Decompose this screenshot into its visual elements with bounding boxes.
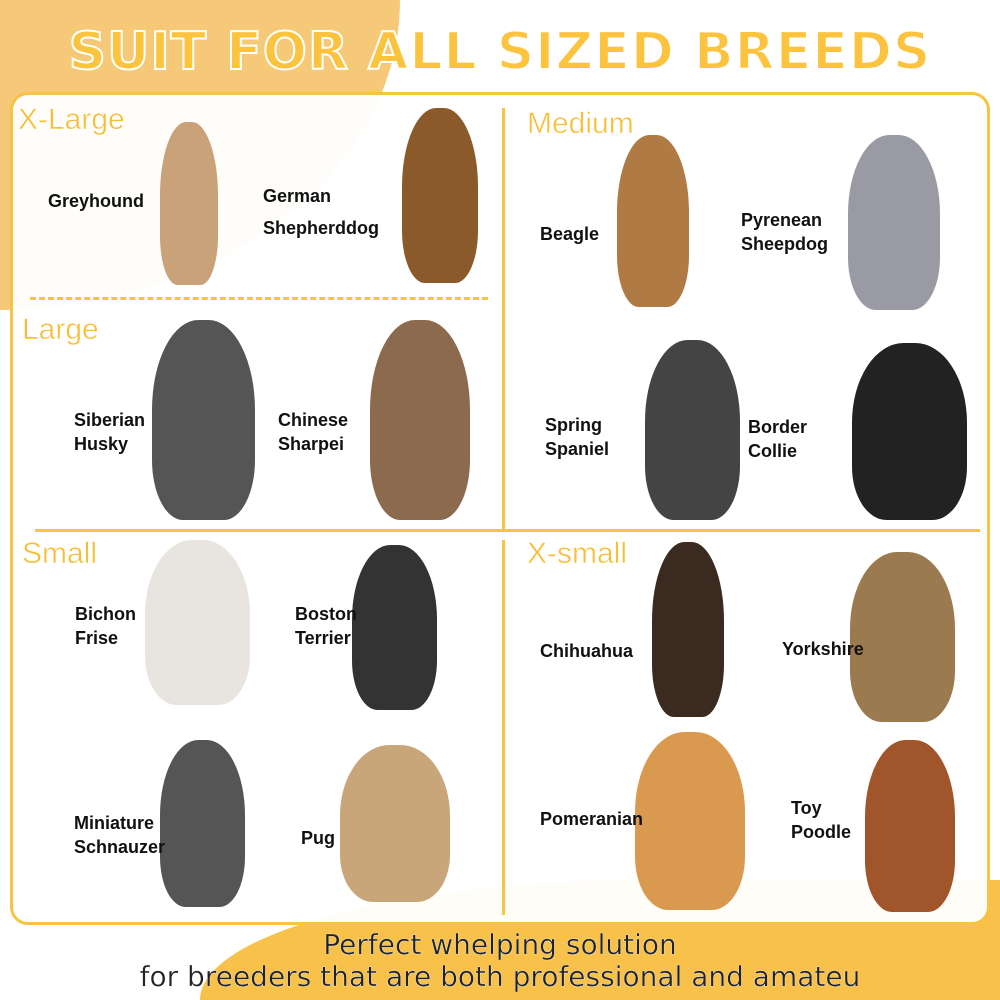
chinese-sharpei-image [370, 320, 470, 520]
toy-poodle-image [865, 740, 955, 912]
label-boston-terrier: Boston Terrier [295, 604, 357, 648]
label-german-shepherd: German Shepherddog [263, 186, 379, 238]
dashed-divider [30, 297, 488, 300]
label-bichon-frise: Bichon Frise [75, 604, 136, 648]
pomeranian-image [635, 732, 745, 910]
pyrenean-sheepdog-image [848, 135, 940, 310]
boston-terrier-image [352, 545, 437, 710]
label-chihuahua: Chihuahua [540, 641, 633, 661]
section-xsmall: X-small [527, 537, 628, 571]
label-pomeranian: Pomeranian [540, 809, 644, 829]
miniature-schnauzer-image [160, 740, 245, 907]
label-pug: Pug [301, 828, 335, 848]
divider [502, 108, 505, 530]
label-greyhound: Greyhound [48, 191, 145, 211]
label-border-collie: Border Collie [748, 417, 808, 461]
section-small: Small [22, 537, 98, 571]
label-spring-spaniel: Spring Spaniel [545, 415, 610, 459]
footer-line-1: Perfect whelping solution [323, 928, 677, 961]
greyhound-image [160, 122, 218, 285]
footer-line-2: for breeders that are both professional … [139, 960, 861, 993]
section-medium: Medium [527, 107, 634, 141]
section-large: Large [22, 313, 99, 347]
section-xlarge: X-Large [18, 103, 125, 137]
pug-image [340, 745, 450, 902]
label-pyrenean-sheepdog: Pyrenean Sheepdog [741, 210, 829, 254]
label-miniature-schnauzer: Miniature Schnauzer [74, 813, 166, 857]
label-yorkshire: Yorkshire [782, 639, 864, 659]
yorkshire-image [850, 552, 955, 722]
page-title: SUIT FOR ALL SIZED BREEDS [68, 21, 932, 83]
divider [35, 529, 980, 532]
siberian-husky-image [152, 320, 255, 520]
label-beagle: Beagle [540, 224, 600, 244]
label-toy-poodle: Toy Poodle [791, 798, 852, 842]
border-collie-image [852, 343, 967, 520]
divider [502, 540, 505, 915]
spring-spaniel-image [645, 340, 740, 520]
bichon-frise-image [145, 540, 250, 705]
label-siberian-husky: Siberian Husky [74, 410, 146, 454]
chihuahua-image [652, 542, 724, 717]
german-shepherd-image [402, 108, 478, 283]
label-chinese-sharpei: Chinese Sharpei [278, 410, 349, 454]
beagle-image [617, 135, 689, 307]
